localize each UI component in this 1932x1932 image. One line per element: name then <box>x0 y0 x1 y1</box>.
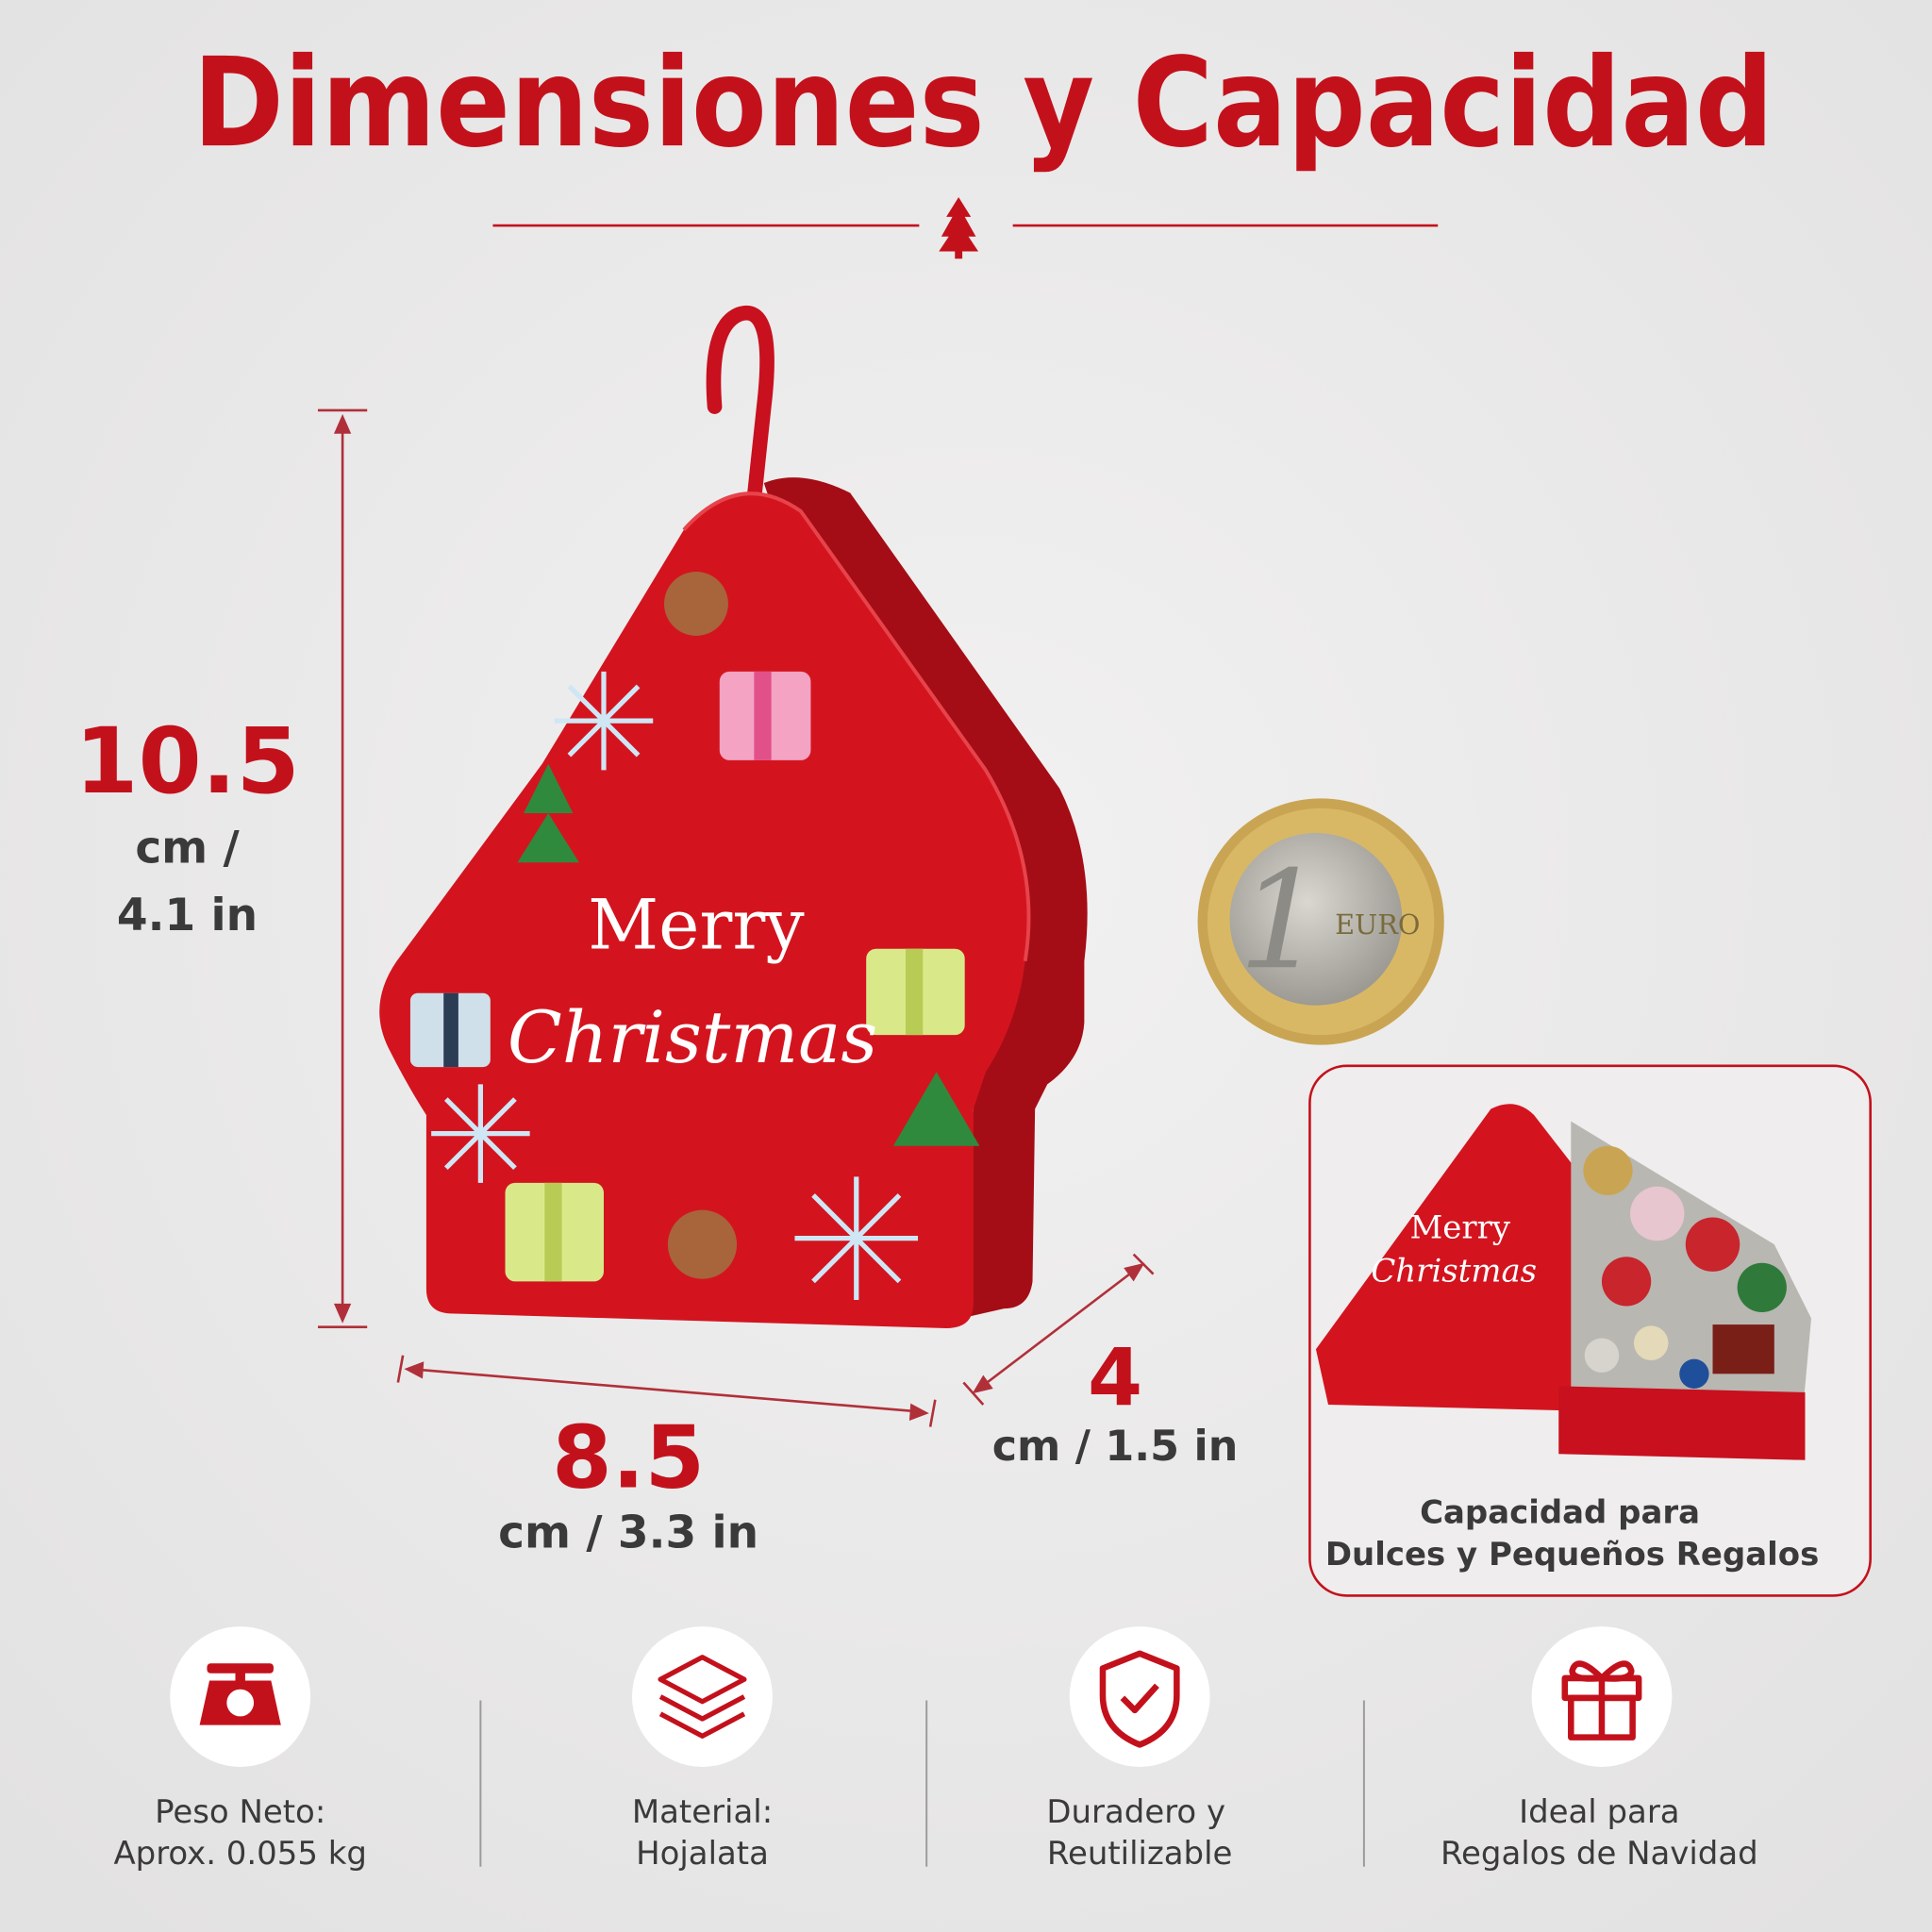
layout: Dimensiones y Capacidad 10.5 cm / 4.1 in… <box>75 31 1872 1873</box>
feature-icon-bg <box>1069 1626 1210 1767</box>
inset-product-text: Christmas <box>1371 1252 1537 1290</box>
feature-text: Aprox. 0.055 kg <box>113 1835 366 1873</box>
inset-caption: Dulces y Pequeños Regalos <box>1325 1536 1819 1574</box>
product-text: Christmas <box>508 996 877 1079</box>
height-unit: 4.1 in <box>117 890 258 941</box>
coin-label: EURO <box>1335 908 1420 941</box>
height-arrow <box>317 408 368 1328</box>
inset-product-text: Merry <box>1410 1209 1511 1247</box>
feature-text: Regalos de Navidad <box>1441 1835 1758 1873</box>
features: Peso Neto: Aprox. 0.055 kg Material: Hoj… <box>113 1626 1758 1873</box>
tree-icon <box>939 196 979 259</box>
title: Dimensiones y Capacidad <box>192 31 1774 175</box>
feature-text: Reutilizable <box>1047 1835 1233 1873</box>
inset-photo: Merry Christmas <box>1315 1104 1811 1460</box>
depth-arrow <box>962 1253 1155 1406</box>
feature-text: Ideal para <box>1519 1793 1680 1831</box>
shield-icon <box>1099 1650 1180 1748</box>
depth-value: 4 <box>1088 1331 1142 1424</box>
height-value: 10.5 <box>75 708 299 814</box>
scale-icon <box>199 1663 281 1725</box>
coin-value: 1 <box>1239 841 1324 999</box>
feature-text: Duradero y <box>1046 1793 1225 1831</box>
layers-icon <box>658 1655 747 1739</box>
height-unit: cm / <box>135 822 240 874</box>
inset-caption: Capacidad para <box>1420 1493 1700 1531</box>
product-box: Merry Christmas <box>379 305 1088 1328</box>
feature-text: Peso Neto: <box>155 1793 325 1831</box>
feature-icon-bg <box>632 1626 773 1767</box>
feature-text: Material: <box>632 1793 773 1831</box>
width-arrow <box>396 1355 937 1427</box>
gift-icon <box>1561 1660 1642 1740</box>
width-unit: cm / 3.3 in <box>498 1507 758 1558</box>
width-value: 8.5 <box>552 1407 705 1507</box>
depth-unit: cm / 1.5 in <box>992 1423 1239 1471</box>
coin: 1 EURO <box>1197 798 1444 1045</box>
feature-text: Hojalata <box>636 1835 769 1873</box>
product-text: Merry <box>588 886 805 966</box>
